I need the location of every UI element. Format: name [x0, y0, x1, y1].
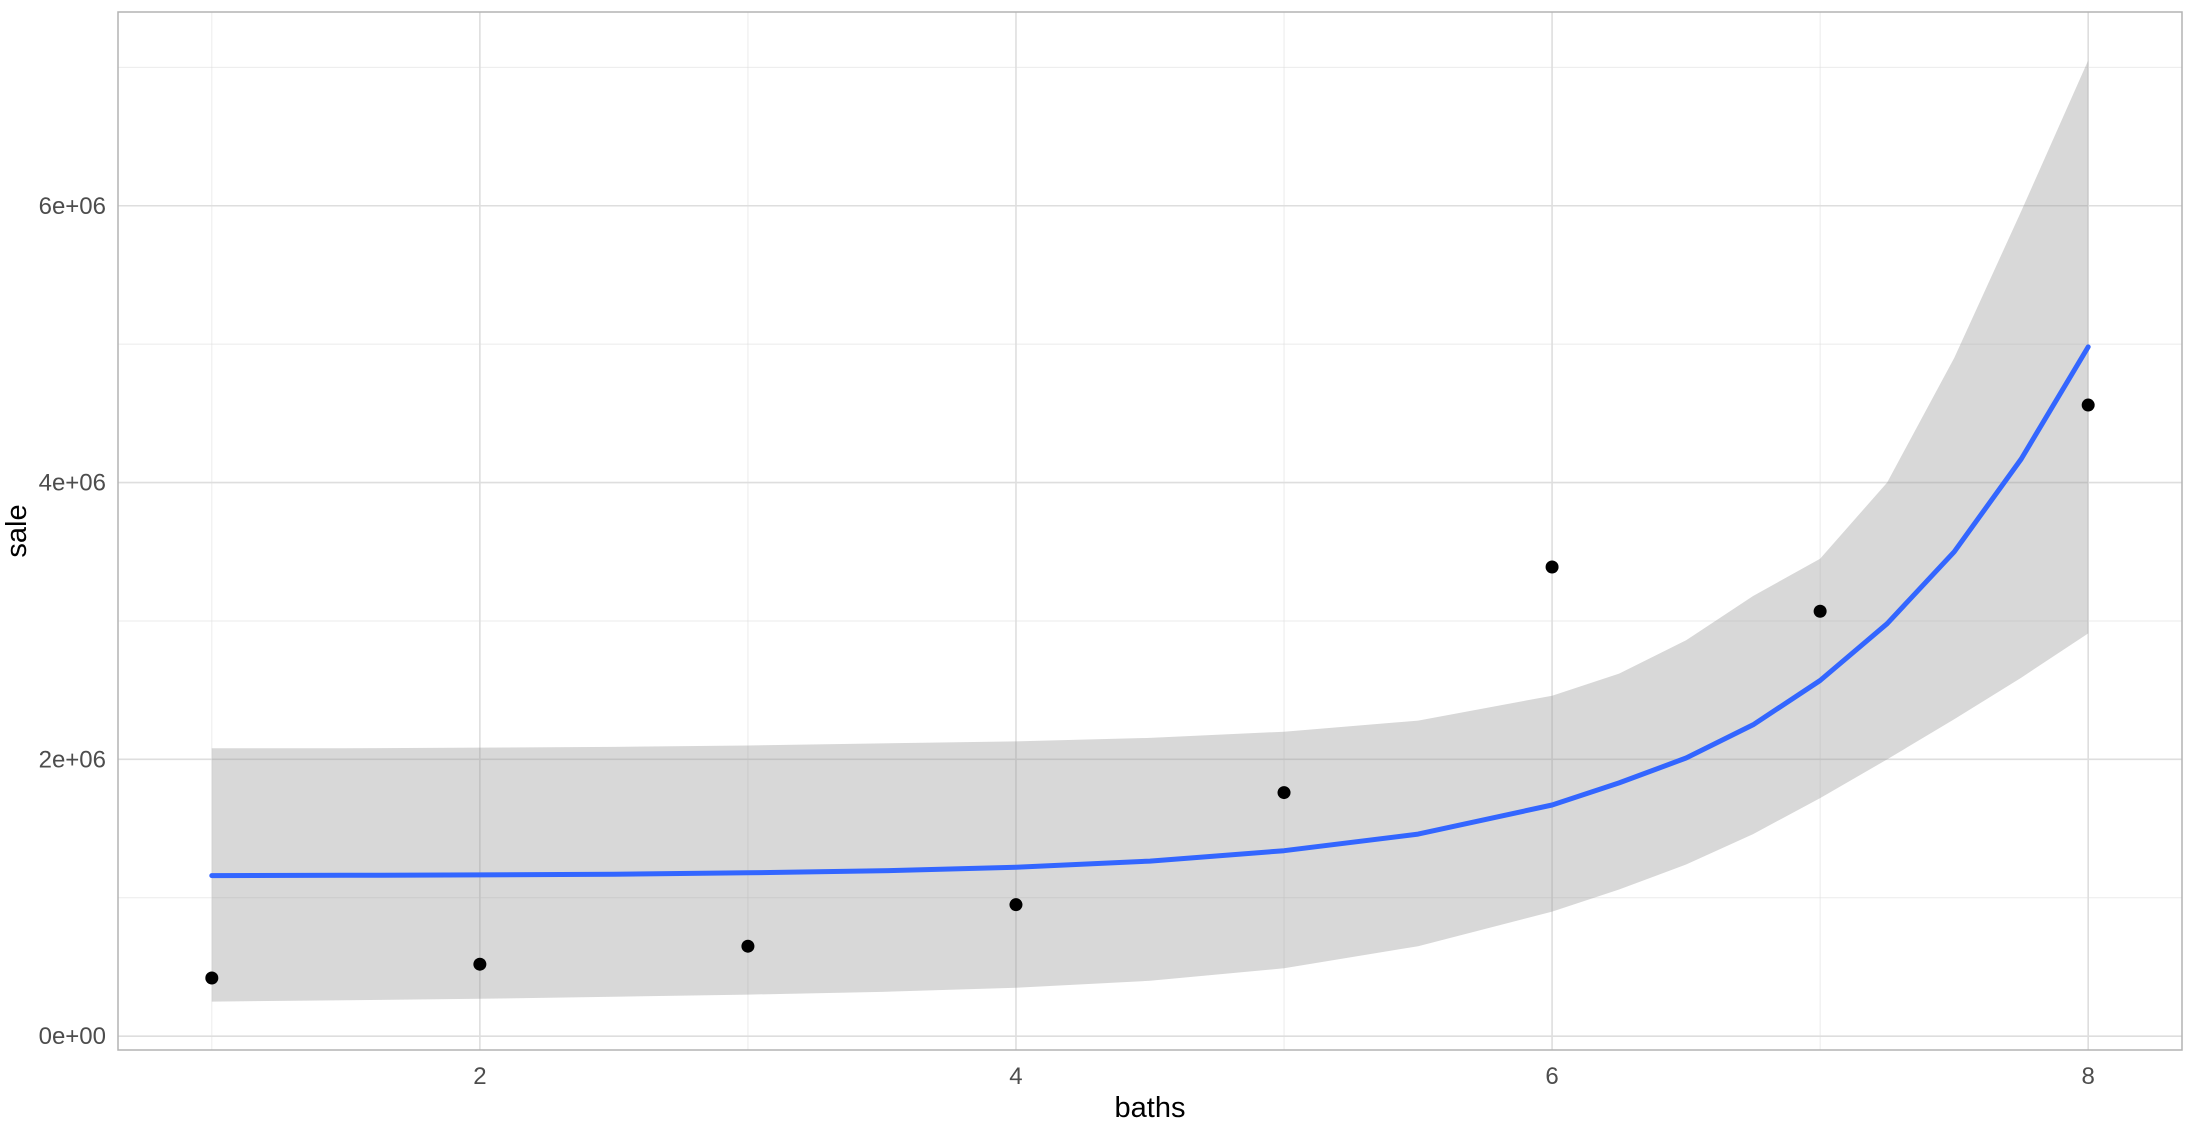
- fit-curve: [209, 344, 2091, 879]
- x-tick-label: 4: [1009, 1063, 1022, 1090]
- x-tick-label: 6: [1545, 1063, 1558, 1090]
- y-tick-label: 6e+06: [39, 193, 106, 220]
- data-point: [1009, 898, 1023, 912]
- x-axis-tick-labels: 2 4 6 8: [473, 1063, 2095, 1090]
- y-tick-label: 0e+00: [39, 1023, 106, 1050]
- x-tick-label: 2: [473, 1063, 486, 1090]
- major-grid: [118, 12, 2182, 1050]
- fit-line: [209, 344, 2091, 879]
- data-point: [2081, 398, 2095, 412]
- confidence-ribbon: [211, 60, 2089, 1002]
- data-point: [741, 939, 755, 953]
- minor-grid: [118, 12, 2182, 1050]
- panel-border: [117, 11, 2183, 1051]
- data-point: [1545, 560, 1559, 574]
- confidence-band: [211, 60, 2089, 1002]
- y-tick-label: 4e+06: [39, 470, 106, 497]
- y-tick-label: 2e+06: [39, 746, 106, 773]
- data-points: [205, 398, 2095, 985]
- data-point: [205, 971, 219, 985]
- y-axis-title: sale: [1, 504, 33, 557]
- y-axis-tick-labels: 0e+00 2e+06 4e+06 6e+06: [39, 193, 106, 1050]
- x-tick-label: 8: [2082, 1063, 2095, 1090]
- data-point: [473, 957, 487, 971]
- data-point: [1277, 786, 1291, 800]
- x-axis-title: baths: [1115, 1092, 1186, 1124]
- data-point: [1813, 604, 1827, 618]
